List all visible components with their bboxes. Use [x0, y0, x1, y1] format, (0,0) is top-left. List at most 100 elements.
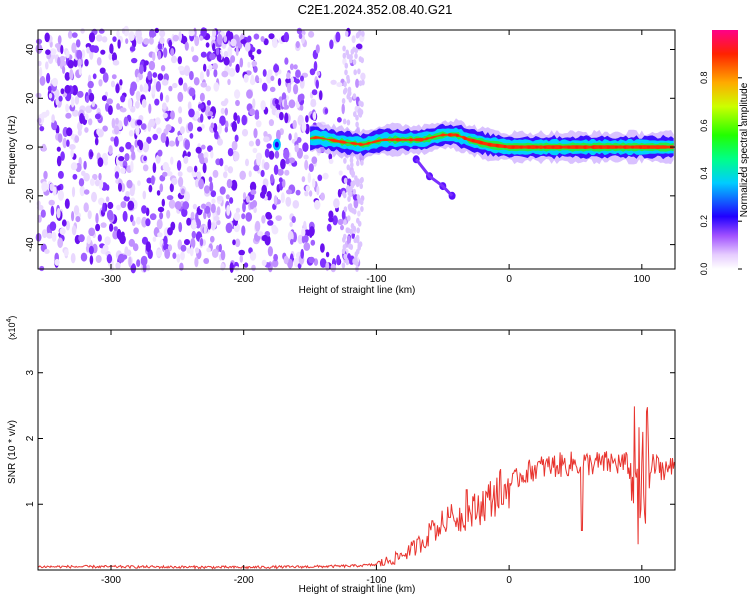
noise-blob — [98, 197, 105, 206]
noise-blob — [212, 28, 217, 38]
noise-blob — [159, 212, 164, 220]
noise-blob — [131, 38, 137, 48]
snr-x-label: Height of straight line (km) — [299, 584, 416, 595]
noise-blob — [297, 234, 304, 245]
noise-blob — [57, 35, 62, 45]
noise-blob — [163, 235, 168, 246]
noise-blob — [252, 147, 258, 154]
noise-blob — [242, 201, 246, 213]
noise-blob — [194, 35, 200, 47]
noise-blob — [359, 177, 364, 184]
noise-blob — [263, 136, 270, 143]
noise-blob — [41, 143, 47, 152]
noise-blob — [48, 199, 55, 206]
noise-blob — [256, 49, 262, 55]
noise-blob — [294, 144, 299, 153]
noise-blob — [89, 255, 94, 265]
noise-blob — [233, 112, 238, 122]
noise-blob — [305, 115, 309, 123]
noise-blob — [358, 56, 363, 63]
noise-blob — [356, 227, 361, 234]
noise-blob — [96, 57, 102, 66]
noise-blob — [203, 151, 209, 160]
noise-blob — [341, 103, 345, 115]
noise-blob — [46, 53, 51, 60]
noise-blob — [232, 239, 236, 246]
y-tick-label: 0 — [25, 144, 36, 150]
y-tick-label: -20 — [25, 188, 36, 203]
noise-blob — [216, 206, 221, 216]
noise-blob — [67, 59, 75, 69]
noise-blob — [271, 224, 277, 232]
noise-blob — [125, 38, 129, 44]
noise-blob — [343, 177, 348, 184]
noise-blob — [200, 51, 207, 58]
noise-blob — [44, 32, 50, 43]
noise-blob — [254, 113, 260, 120]
noise-blob — [102, 72, 109, 83]
noise-blob — [342, 52, 347, 59]
signal-peak — [447, 133, 451, 137]
noise-blob — [145, 218, 151, 227]
noise-blob — [133, 227, 139, 235]
noise-blob — [147, 81, 151, 92]
noise-blob — [117, 39, 121, 49]
spectrogram-frame — [37, 29, 676, 270]
noise-blob — [350, 181, 355, 187]
noise-blob — [136, 216, 141, 225]
noise-blob — [41, 229, 48, 239]
noise-blob — [245, 212, 253, 222]
noise-blob — [143, 63, 147, 73]
noise-blob — [69, 144, 76, 150]
noise-blob — [60, 151, 65, 161]
noise-blob — [352, 258, 356, 265]
noise-blob — [223, 56, 230, 66]
noise-blob — [260, 169, 265, 178]
noise-blob — [156, 219, 163, 230]
noise-blob — [301, 228, 306, 237]
y-tick-label: 40 — [25, 44, 36, 56]
noise-blob — [220, 107, 225, 115]
noise-blob — [283, 148, 290, 160]
noise-blob — [361, 30, 365, 37]
noise-blob — [85, 95, 90, 103]
noise-blob — [187, 151, 191, 157]
noise-blob — [115, 262, 121, 270]
noise-blob — [295, 189, 301, 196]
noise-blob — [130, 118, 137, 129]
noise-blob — [56, 155, 62, 167]
noise-blob — [309, 68, 316, 76]
noise-blob — [193, 77, 200, 86]
noise-blob — [87, 80, 94, 89]
noise-blob — [51, 114, 55, 124]
noise-blob — [247, 61, 251, 68]
noise-blob — [285, 78, 292, 84]
noise-blob — [72, 173, 78, 180]
noise-blob — [304, 229, 311, 237]
noise-blob — [88, 92, 95, 102]
noise-blob — [212, 43, 216, 52]
noise-blob — [102, 125, 108, 132]
noise-blob — [177, 171, 183, 177]
noise-blob — [223, 35, 228, 43]
noise-blob — [189, 246, 194, 257]
noise-blob — [239, 170, 246, 180]
noise-blob — [57, 56, 61, 67]
noise-blob — [225, 194, 230, 200]
noise-blob — [71, 186, 76, 198]
noise-blob — [65, 50, 70, 59]
noise-blob — [203, 258, 210, 264]
noise-blob — [217, 138, 223, 146]
noise-blob — [301, 176, 306, 183]
noise-blob — [352, 59, 357, 66]
noise-blob — [60, 88, 65, 95]
noise-blob — [280, 158, 286, 170]
noise-blob — [318, 90, 323, 101]
y-tick-label: 20 — [25, 92, 36, 104]
noise-blob — [92, 173, 98, 181]
noise-blob — [218, 123, 222, 134]
noise-blob — [299, 104, 304, 111]
noise-blob — [115, 117, 119, 125]
noise-blob — [195, 247, 200, 254]
noise-blob — [127, 200, 135, 211]
